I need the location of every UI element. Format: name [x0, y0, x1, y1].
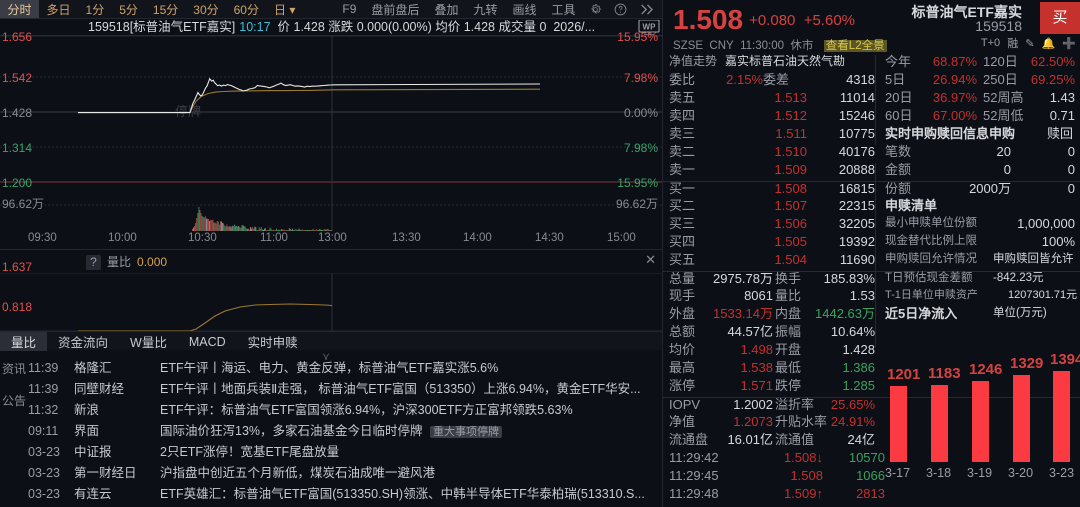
svg-text:停牌: 停牌 [175, 104, 201, 119]
